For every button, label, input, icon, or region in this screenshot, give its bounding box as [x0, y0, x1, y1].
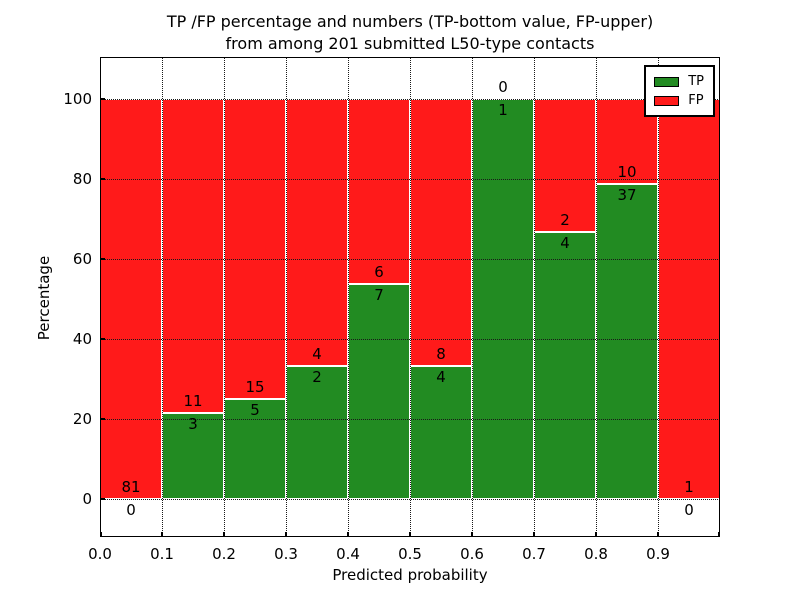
v-gridline — [658, 57, 659, 537]
tp-count-label: 3 — [188, 415, 198, 434]
y-tick-label: 100 — [63, 90, 92, 108]
y-tick-label: 0 — [82, 490, 92, 508]
fp-bar-segment — [162, 99, 224, 414]
v-gridline — [472, 57, 473, 537]
x-tick-label: 0.7 — [522, 545, 546, 563]
fp-bar-segment — [410, 99, 472, 366]
y-tick-label: 60 — [72, 250, 92, 268]
y-tick-label: 80 — [72, 170, 92, 188]
tp-count-label: 5 — [250, 401, 260, 419]
fp-count-label: 10 — [617, 163, 637, 182]
x-tick-label: 0.2 — [212, 545, 236, 563]
v-gridline — [348, 57, 349, 537]
x-tick — [347, 532, 349, 537]
x-tick — [285, 532, 287, 537]
fp-count-label: 8 — [436, 344, 446, 363]
x-tick — [409, 532, 411, 537]
x-tick — [223, 532, 225, 537]
x-tick — [100, 532, 102, 537]
fp-count-label: 81 — [121, 478, 141, 496]
tp-count-label: 0 — [126, 501, 136, 519]
plot-area: TP FP 81 0 11 3 15 5 4 2 6 7 8 4 0 1 2 4 10 37 1 0 — [100, 57, 720, 537]
tp-bar-segment — [410, 365, 472, 499]
x-tick-label: 0.6 — [460, 545, 484, 563]
x-axis-label: Predicted probability — [332, 566, 488, 584]
tp-legend-swatch — [654, 76, 680, 87]
y-tick — [100, 418, 105, 420]
fp-count-label: 0 — [498, 78, 508, 96]
x-tick — [471, 532, 473, 537]
x-tick-label: 0.1 — [150, 545, 174, 563]
legend: TP FP — [644, 65, 715, 117]
y-tick — [100, 498, 105, 500]
y-tick — [100, 338, 105, 340]
fp-bar-segment — [348, 99, 410, 284]
tp-bar-segment — [162, 413, 224, 499]
x-tick — [595, 532, 597, 537]
fp-legend-swatch — [654, 95, 680, 106]
y-axis-label: Percentage — [35, 255, 53, 341]
fp-count-label: 11 — [183, 392, 203, 411]
fp-legend-label: FP — [688, 93, 704, 108]
fp-count-label: 4 — [312, 344, 322, 363]
fp-count-label: 1 — [684, 478, 694, 496]
tp-count-label: 4 — [436, 367, 446, 386]
tp-count-label: 1 — [498, 101, 508, 119]
y-tick — [100, 178, 105, 180]
x-tick-label: 0.8 — [584, 545, 608, 563]
x-tick — [718, 532, 720, 537]
fp-bar-segment — [224, 99, 286, 399]
x-tick — [533, 532, 535, 537]
v-gridline — [162, 57, 163, 537]
fp-bar-segment — [658, 99, 720, 499]
v-gridline — [534, 57, 535, 537]
x-tick — [161, 532, 163, 537]
tp-count-label: 37 — [617, 186, 637, 205]
x-tick-label: 0.3 — [274, 545, 298, 563]
y-tick — [100, 258, 105, 260]
y-tick — [100, 98, 105, 100]
tp-count-label: 7 — [374, 285, 384, 304]
fp-count-label: 6 — [374, 262, 384, 281]
x-tick-label: 0.9 — [646, 545, 670, 563]
v-gridline — [286, 57, 287, 537]
fp-bar-segment — [100, 99, 162, 499]
fp-count-label: 15 — [245, 378, 265, 396]
y-tick-label: 20 — [72, 410, 92, 428]
tp-count-label: 0 — [684, 501, 694, 519]
tp-count-label: 2 — [312, 367, 322, 386]
chart-title-line2: from among 201 submitted L50-type contac… — [225, 34, 595, 53]
v-gridline — [410, 57, 411, 537]
tp-bar-segment — [472, 99, 534, 499]
tp-bar-segment — [224, 399, 286, 499]
tp-bar-segment — [534, 232, 596, 499]
v-gridline — [596, 57, 597, 537]
x-tick — [657, 532, 659, 537]
legend-item-tp: TP — [654, 72, 704, 91]
tp-bar-segment — [596, 184, 658, 499]
tp-bar-segment — [286, 365, 348, 499]
x-tick-label: 0.5 — [398, 545, 422, 563]
tp-bar-segment — [348, 283, 410, 499]
y-tick-label: 40 — [72, 330, 92, 348]
chart-title-line1: TP /FP percentage and numbers (TP-bottom… — [166, 12, 654, 31]
x-tick-label: 0.0 — [88, 545, 112, 563]
x-tick-label: 0.4 — [336, 545, 360, 563]
v-gridline — [224, 57, 225, 537]
fp-bar-segment — [286, 99, 348, 366]
tp-count-label: 4 — [560, 234, 570, 253]
tp-legend-label: TP — [688, 74, 704, 89]
legend-item-fp: FP — [654, 91, 704, 110]
fp-count-label: 2 — [560, 211, 570, 230]
